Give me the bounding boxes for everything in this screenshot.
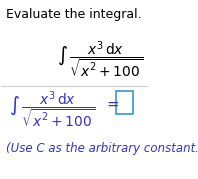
Text: $\int\,\dfrac{x^3\,\mathrm{d}x}{\sqrt{x^2+100}}$: $\int\,\dfrac{x^3\,\mathrm{d}x}{\sqrt{x^… xyxy=(9,90,95,130)
FancyBboxPatch shape xyxy=(116,91,133,114)
Text: $=$: $=$ xyxy=(104,96,120,111)
Text: (Use C as the arbitrary constant.): (Use C as the arbitrary constant.) xyxy=(6,142,198,155)
Text: $\int\,\dfrac{x^3\,\mathrm{d}x}{\sqrt{x^2+100}}$: $\int\,\dfrac{x^3\,\mathrm{d}x}{\sqrt{x^… xyxy=(57,40,143,80)
Text: Evaluate the integral.: Evaluate the integral. xyxy=(6,8,141,21)
